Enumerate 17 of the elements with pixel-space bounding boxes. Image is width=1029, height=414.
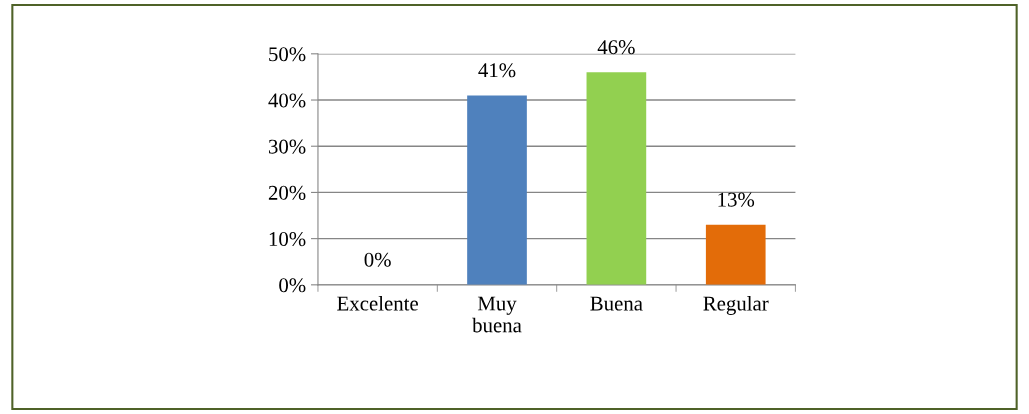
- x-tick-label: Excelente: [337, 295, 418, 311]
- bar: [705, 224, 766, 285]
- y-tick-label: 20%: [268, 185, 306, 200]
- y-tick-label: 50%: [269, 47, 306, 62]
- y-tick-label: 10%: [269, 232, 306, 247]
- bar: [467, 95, 527, 285]
- x-tick-label: Regular: [703, 295, 769, 315]
- data-label: 0%: [364, 252, 391, 267]
- data-label: 13%: [718, 192, 755, 207]
- data-label: 46%: [597, 40, 635, 55]
- bar: [586, 72, 647, 285]
- x-tick-label: Buena: [590, 296, 643, 311]
- y-tick-label: 40%: [268, 93, 306, 108]
- y-tick-label: 30%: [268, 139, 306, 154]
- y-tick-label: 0%: [279, 278, 306, 293]
- x-tick-label: Muy buena: [472, 296, 522, 333]
- data-label: 41%: [478, 63, 516, 78]
